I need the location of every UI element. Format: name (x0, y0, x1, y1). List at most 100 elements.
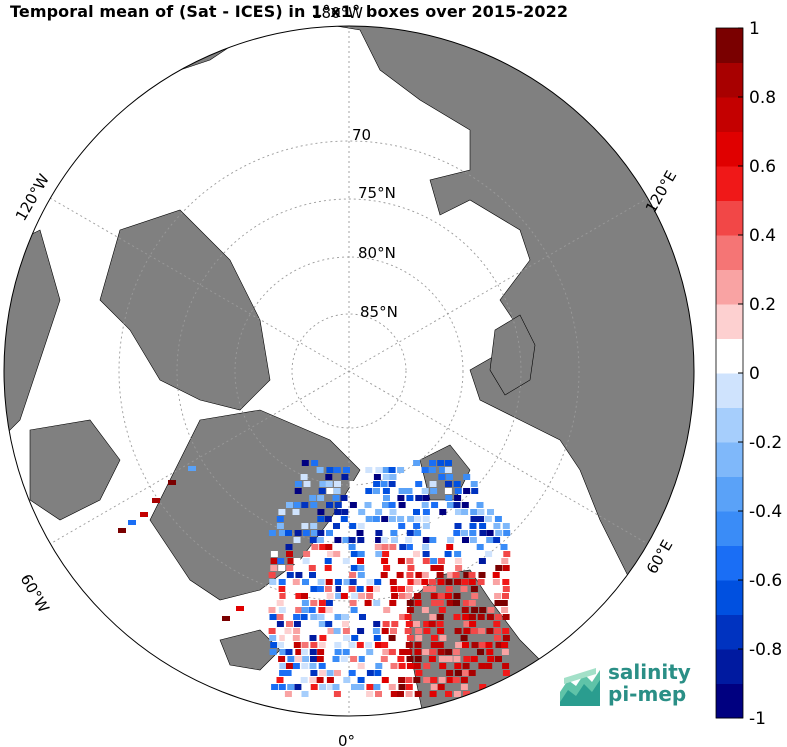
data-cell (318, 488, 326, 494)
data-cell (269, 614, 277, 620)
data-cell (447, 523, 455, 529)
data-cell (478, 628, 486, 634)
data-cell (356, 586, 364, 592)
data-cell (348, 586, 356, 592)
data-cell (477, 579, 485, 585)
data-cell (286, 565, 294, 571)
data-cell (269, 579, 277, 585)
data-cell (390, 691, 398, 697)
data-cell (294, 488, 302, 494)
data-cell (429, 481, 437, 487)
data-cell (390, 663, 398, 669)
data-cell (445, 579, 453, 585)
data-cell (486, 614, 494, 620)
colorbar-tick-label: -0.8 (749, 640, 782, 660)
data-cell (278, 530, 286, 536)
data-cell (318, 600, 326, 606)
data-cell (479, 607, 487, 613)
data-cell (324, 565, 332, 571)
data-cell (485, 663, 493, 669)
data-cell (453, 530, 461, 536)
colorbar-swatch (716, 269, 743, 305)
data-cell (366, 579, 374, 585)
data-cell (453, 600, 460, 606)
data-cell (334, 614, 342, 620)
data-cell (469, 621, 477, 627)
data-cell (300, 649, 308, 655)
data-cell (501, 607, 509, 613)
data-cell (396, 572, 404, 578)
data-cell (422, 523, 430, 529)
data-cell (388, 649, 396, 655)
data-cell (444, 551, 452, 557)
data-cell (478, 642, 486, 648)
data-cell (502, 565, 510, 571)
data-cell (406, 600, 414, 606)
data-cells (118, 460, 511, 697)
data-cell (343, 677, 351, 683)
data-cell (277, 558, 285, 564)
data-cell (391, 621, 399, 627)
data-cell (502, 586, 510, 592)
data-cell (348, 544, 356, 550)
data-cell (316, 677, 324, 683)
data-cell (429, 614, 437, 620)
data-cell (375, 649, 383, 655)
data-cell (294, 530, 302, 536)
data-cell (502, 579, 510, 585)
data-cell (268, 530, 276, 536)
data-cell (445, 649, 453, 655)
data-cell (438, 607, 446, 613)
data-cell (293, 628, 301, 634)
data-cell (415, 481, 423, 487)
data-cell (502, 663, 510, 669)
data-cell (334, 537, 342, 543)
data-cell (455, 565, 463, 571)
data-cell (335, 635, 343, 641)
land-greenland (149, 409, 361, 601)
data-cell (222, 616, 230, 621)
data-cell (421, 579, 429, 585)
data-cell (342, 537, 350, 543)
data-cell (398, 684, 406, 690)
data-cell (422, 544, 430, 550)
data-cell (333, 628, 341, 634)
data-cell (421, 502, 429, 508)
data-cell (357, 551, 365, 557)
data-cell (453, 593, 461, 599)
data-cell (357, 537, 365, 543)
data-cell (406, 607, 414, 613)
data-cell (326, 502, 333, 508)
data-cell (276, 614, 284, 620)
data-cell (391, 593, 399, 599)
data-cell (405, 649, 413, 655)
data-cell (428, 579, 436, 585)
data-cell (348, 537, 356, 543)
data-cell (317, 530, 325, 536)
data-cell (373, 635, 381, 641)
data-cell (501, 558, 509, 564)
data-cell (439, 467, 447, 473)
data-cell (303, 551, 311, 557)
data-cell (460, 586, 468, 592)
data-cell (388, 516, 396, 522)
data-cell (415, 670, 423, 676)
data-cell (462, 614, 470, 620)
data-cell (375, 467, 383, 473)
data-cell (477, 509, 485, 515)
data-cell (462, 537, 469, 543)
data-cell (437, 558, 445, 564)
data-cell (383, 607, 391, 613)
data-cell (405, 691, 413, 697)
data-cell (334, 579, 342, 585)
data-cell (468, 579, 476, 585)
data-cell (342, 621, 349, 627)
data-cell (487, 607, 495, 613)
data-cell (284, 635, 292, 641)
data-cell (375, 663, 383, 669)
data-cell (366, 691, 374, 697)
data-cell (333, 488, 341, 494)
data-cell (493, 523, 501, 529)
colorbar-swatch (716, 200, 743, 236)
data-cell (414, 691, 422, 697)
